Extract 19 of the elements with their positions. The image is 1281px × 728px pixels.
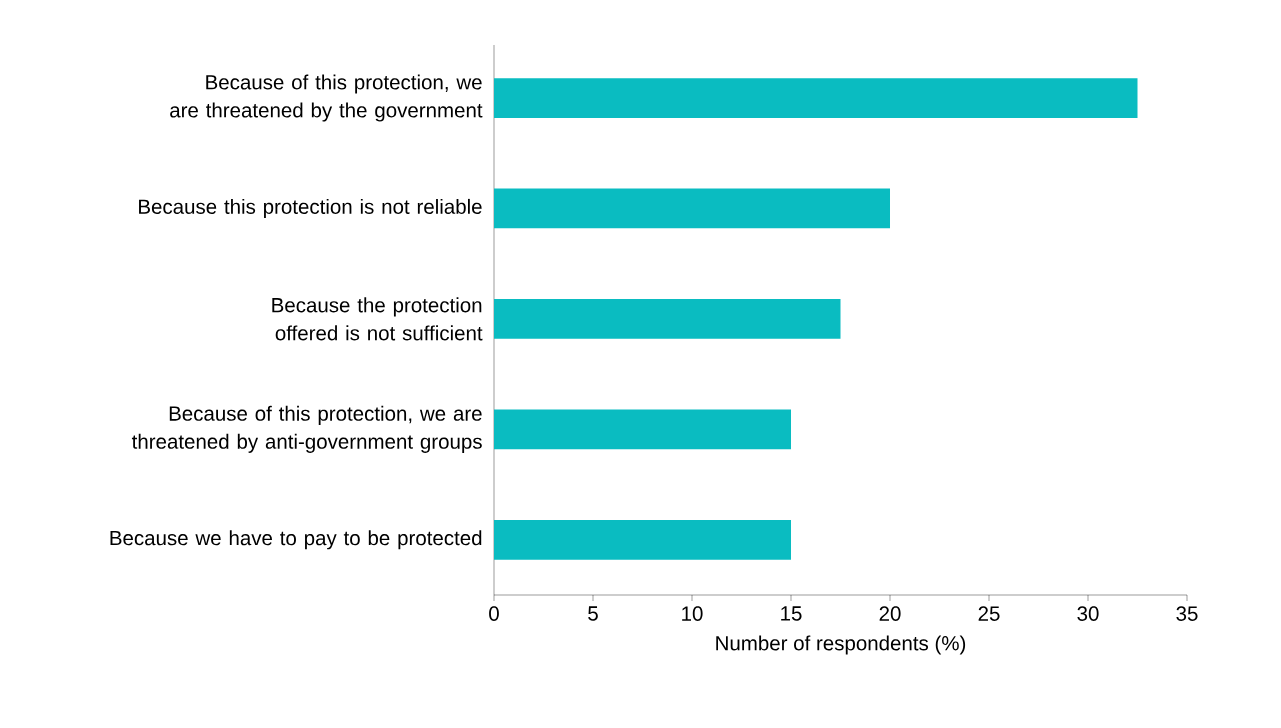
y-tick-label: Because the protection offered is not sufficient: [272, 297, 483, 341]
x-tick-label: 10: [682, 606, 703, 621]
x-tick-label: 35: [1176, 606, 1198, 621]
bar: [494, 299, 841, 339]
y-tick-label: Because of this protection, we are threatened by the government: [170, 74, 483, 122]
x-tick-label: 5: [588, 606, 598, 621]
x-tick-label: 30: [1077, 606, 1099, 621]
y-tick-label: Because this protection is not reliable: [139, 198, 482, 218]
x-tick-label: 25: [978, 606, 1000, 621]
x-tick-label: 15: [781, 606, 802, 621]
y-tick-label: Because of this protection, we are threatened by anti-government groups: [131, 405, 482, 453]
bar: [494, 409, 791, 450]
bar: [494, 188, 890, 229]
x-tick-label: 20: [879, 606, 901, 621]
bar: [494, 519, 791, 560]
x-tick-label: 0: [489, 606, 499, 621]
x-axis-title: Number of respondents (%): [716, 635, 966, 655]
bar: [494, 78, 1138, 118]
y-tick-label: Because we have to pay to be protected: [110, 530, 482, 550]
